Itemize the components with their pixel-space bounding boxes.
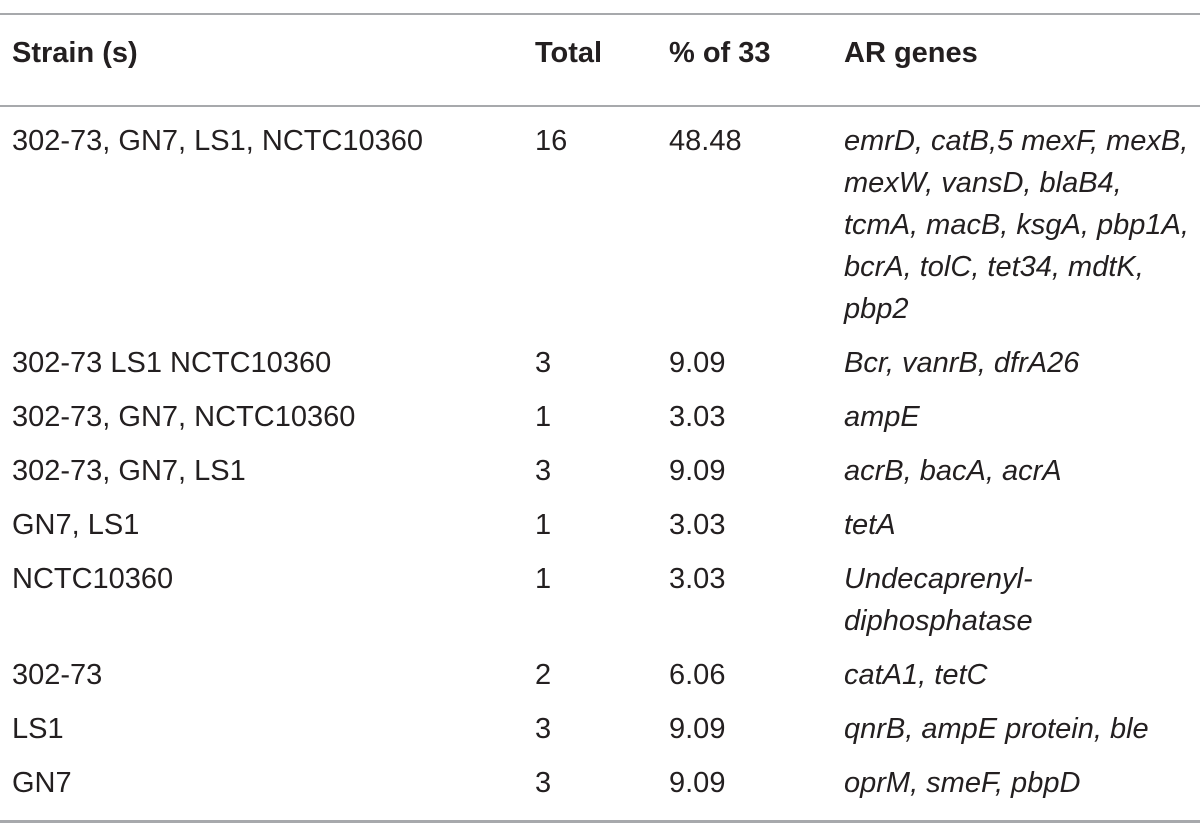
cell-percent: 3.03 [669,509,726,541]
table-bottom-rule [0,820,1200,823]
header-bottom-rule [0,105,1200,107]
cell-genes: acrB, bacA, acrA [844,455,1062,487]
table-row: LS1 3 9.09 qnrB, ampE protein, ble [0,702,1200,756]
cell-strain: GN7 [12,767,72,799]
cell-total: 2 [535,659,552,691]
cell-strain: 302-73, GN7, LS1, NCTC10360 [12,125,424,157]
cell-strain: 302-73, GN7, LS1 [12,455,246,487]
cell-percent: 9.09 [669,455,726,487]
table-row: 302-73, GN7, LS1 3 9.09 acrB, bacA, acrA [0,444,1200,498]
cell-percent: 9.09 [669,347,726,379]
table-header-row: Strain (s) Total % of 33 AR genes [0,0,1200,106]
header-ar-genes: AR genes [844,37,978,69]
cell-total: 3 [535,713,552,745]
table-row: NCTC10360 1 3.03 Undecaprenyl-diphosphat… [0,552,1200,648]
cell-strain: GN7, LS1 [12,509,140,541]
cell-strain: LS1 [12,713,64,745]
table-row: 302-73 2 6.06 catA1, tetC [0,648,1200,702]
cell-total: 1 [535,401,552,433]
header-percent: % of 33 [669,37,771,69]
cell-genes: tetA [844,509,896,541]
cell-strain: NCTC10360 [12,563,174,595]
cell-percent: 3.03 [669,401,726,433]
table-row: 302-73, GN7, LS1, NCTC10360 16 48.48 emr… [0,106,1200,336]
cell-total: 3 [535,455,552,487]
header-total: Total [535,37,603,69]
cell-percent: 6.06 [669,659,726,691]
cell-genes: oprM, smeF, pbpD [844,767,1081,799]
cell-total: 16 [535,125,568,157]
cell-genes: emrD, catB,5 mexF, mexB, mexW, vansD, bl… [844,125,1189,325]
cell-percent: 3.03 [669,563,726,595]
cell-genes: Bcr, vanrB, dfrA26 [844,347,1080,379]
cell-genes: catA1, tetC [844,659,988,691]
cell-strain: 302-73 [12,659,103,691]
cell-genes: Undecaprenyl-diphosphatase [844,563,1033,637]
table-row: 302-73, GN7, NCTC10360 1 3.03 ampE [0,390,1200,444]
cell-total: 1 [535,509,552,541]
cell-percent: 9.09 [669,767,726,799]
cell-total: 3 [535,767,552,799]
cell-total: 1 [535,563,552,595]
cell-strain: 302-73 LS1 NCTC10360 [12,347,332,379]
header-strain: Strain (s) [12,37,138,69]
cell-percent: 48.48 [669,125,742,157]
table-row: GN7, LS1 1 3.03 tetA [0,498,1200,552]
table-row: GN7 3 9.09 oprM, smeF, pbpD [0,756,1200,810]
table-row: 302-73 LS1 NCTC10360 3 9.09 Bcr, vanrB, … [0,336,1200,390]
table-top-rule [0,13,1200,15]
cell-genes: ampE [844,401,920,433]
cell-total: 3 [535,347,552,379]
cell-genes: qnrB, ampE protein, ble [844,713,1149,745]
cell-strain: 302-73, GN7, NCTC10360 [12,401,356,433]
cell-percent: 9.09 [669,713,726,745]
